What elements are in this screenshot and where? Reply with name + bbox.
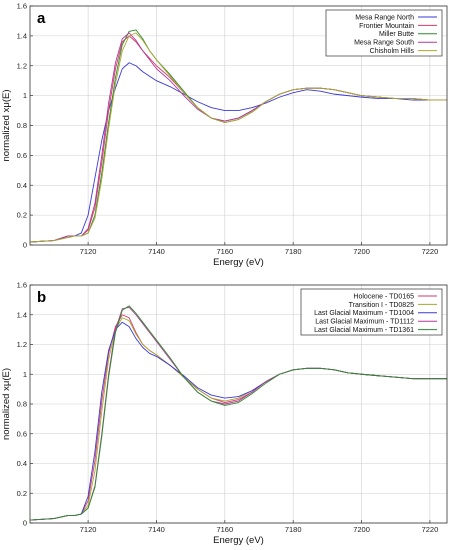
y-tick-label: 0.2 xyxy=(17,489,27,498)
x-axis-label: Energy (eV) xyxy=(213,535,264,546)
axes-frame xyxy=(29,5,448,246)
legend-entry-label: Last Glacial Maximum - TD1361 xyxy=(314,327,414,334)
x-tick-label: 7140 xyxy=(148,525,165,534)
legend-entry-label: Miller Butte xyxy=(379,31,414,38)
series-line xyxy=(30,32,447,243)
y-axis-label: normalized xμ(E) xyxy=(1,368,12,440)
y-tick-label: 0.6 xyxy=(17,151,27,160)
legend: Mesa Range North Frontier MountainMiller … xyxy=(325,9,443,57)
y-tick-label: 0.4 xyxy=(17,181,27,190)
legend-entry-label: Transition I - TD0825 xyxy=(349,302,414,309)
legend-box xyxy=(325,9,443,57)
x-tick-label: 7160 xyxy=(216,525,233,534)
y-tick-label: 1 xyxy=(23,370,27,379)
x-tick-label: 7180 xyxy=(285,247,302,256)
panel-label: b xyxy=(37,289,46,306)
series-line xyxy=(30,305,447,521)
legend-entry-label: Mesa Range North xyxy=(355,14,414,21)
legend-entry-label: Mesa Range South xyxy=(354,40,414,47)
series-line xyxy=(30,62,447,243)
axes-frame xyxy=(29,284,448,524)
y-tick-label: 1.2 xyxy=(17,340,27,349)
legend-entry-label: Chisholm Hills xyxy=(370,48,415,55)
legend-box xyxy=(300,288,443,336)
x-tick-label: 7200 xyxy=(353,247,370,256)
x-tick-label: 7220 xyxy=(422,247,439,256)
x-tick-label: 7200 xyxy=(353,525,370,534)
x-tick-label: 7160 xyxy=(216,247,233,256)
y-tick-label: 0.6 xyxy=(17,429,27,438)
legend-entry-label: Holocene - TD0165 xyxy=(353,293,414,300)
y-tick-label: 0 xyxy=(23,241,27,250)
chart-panel-b: 7120 7140 7160 7180 7200 7220 0 0.2 0.4 0.6 0.8 1 1.… xyxy=(1,281,448,546)
y-tick-label: 1 xyxy=(23,91,27,100)
x-tick-label: 7120 xyxy=(80,525,97,534)
y-tick-label: 1.6 xyxy=(17,2,27,11)
x-axis-label: Energy (eV) xyxy=(213,257,264,268)
legend-entry-label: Last Glacial Maximum - TD1004 xyxy=(314,310,414,317)
legend-entry-label: Last Glacial Maximum - TD1112 xyxy=(315,319,414,326)
x-tick-label: 7180 xyxy=(285,525,302,534)
y-tick-label: 1.4 xyxy=(17,31,27,40)
x-tick-label: 7120 xyxy=(80,247,97,256)
y-tick-label: 0.8 xyxy=(17,400,27,409)
x-tick-label: 7220 xyxy=(422,525,439,534)
y-tick-label: 0.2 xyxy=(17,211,27,220)
y-tick-label: 0.4 xyxy=(17,459,27,468)
y-tick-label: 0 xyxy=(23,519,27,528)
panel-label: a xyxy=(37,10,46,27)
y-tick-label: 0.8 xyxy=(17,121,27,130)
y-tick-label: 1.6 xyxy=(17,281,27,290)
chart-panel-a: 7120 7140 7160 7180 7200 7220 0 0.2 0.4 0.6 0.8 1 1.… xyxy=(1,2,448,268)
y-tick-label: 1.2 xyxy=(17,61,27,70)
y-tick-label: 1.4 xyxy=(17,310,27,319)
y-axis-label: normalized xμ(E) xyxy=(1,90,12,162)
x-tick-label: 7140 xyxy=(148,247,165,256)
legend-entry-label: Frontier Mountain xyxy=(359,23,414,30)
